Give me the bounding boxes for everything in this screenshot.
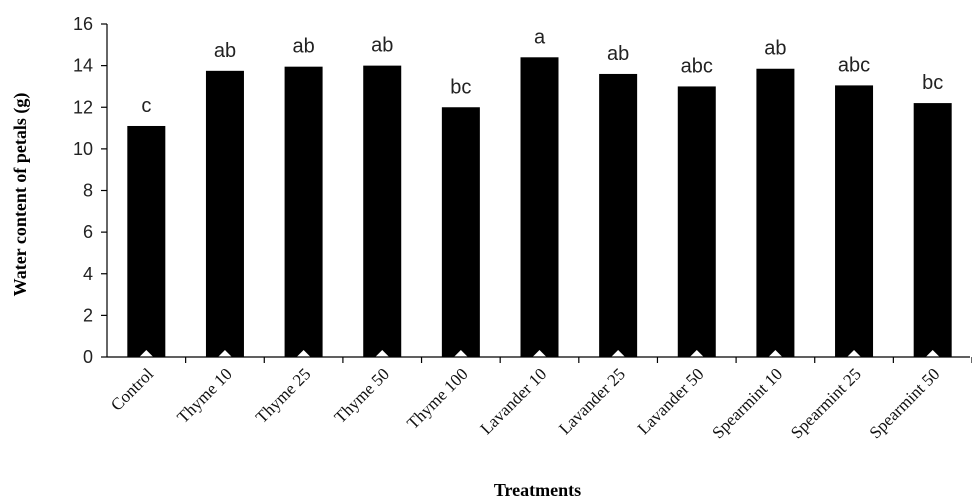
y-tick-label: 4 <box>83 264 93 284</box>
x-category-label: Lavander 10 <box>476 364 550 438</box>
bar-base-notch <box>532 350 547 357</box>
bar-spearmint-50 <box>913 103 952 358</box>
y-tick-label: 14 <box>73 56 93 76</box>
bar-base-notch <box>689 350 704 357</box>
y-tick-label: 2 <box>83 305 93 325</box>
significance-label: bc <box>922 72 943 94</box>
bar-lavander-25 <box>599 73 638 357</box>
bar-thyme-10 <box>205 70 244 357</box>
x-category-label: Control <box>107 364 157 414</box>
bar-base-notch <box>925 350 940 357</box>
y-tick-label: 10 <box>73 139 93 159</box>
x-category-label: Spearmint 10 <box>708 364 786 442</box>
y-axis-ticks: 0 2 4 6 8 10 12 14 16 <box>73 14 107 367</box>
y-tick-label: 16 <box>73 14 93 34</box>
x-category-label: Thyme 10 <box>173 364 236 427</box>
bar-base-notch <box>375 350 390 357</box>
bar-lavander-50 <box>677 86 716 357</box>
bar-base-notch <box>611 350 626 357</box>
bar-lavander-10 <box>520 57 559 358</box>
significance-label: abc <box>838 54 870 76</box>
x-category-label: Thyme 25 <box>252 364 315 427</box>
bar-base-notch <box>453 350 468 357</box>
bar-base-notch <box>768 350 783 357</box>
significance-label: ab <box>292 36 314 58</box>
bar-base-notch <box>217 350 232 357</box>
bar-spearmint-10 <box>756 68 795 357</box>
x-axis-title: Treatments <box>494 480 581 500</box>
y-axis-title: Water content of petals (g) <box>10 93 31 297</box>
x-category-label: Thyme 50 <box>331 364 394 427</box>
x-category-label: Thyme 100 <box>403 364 472 433</box>
y-tick-label: 0 <box>83 347 93 367</box>
x-category-label: Lavander 50 <box>634 364 708 438</box>
bar-base-notch <box>296 350 311 357</box>
y-tick-label: 6 <box>83 222 93 242</box>
significance-label: ab <box>764 38 786 60</box>
x-category-label: Lavander 25 <box>555 364 629 438</box>
bar-base-notch <box>139 350 154 357</box>
bar-spearmint-25 <box>835 85 874 357</box>
bars-group <box>127 57 952 358</box>
y-tick-label: 8 <box>83 181 93 201</box>
x-category-label: Spearmint 25 <box>787 364 865 442</box>
significance-label: ab <box>607 43 629 65</box>
x-axis-ticks: Control Thyme 10 Thyme 25 Thyme 50 Thyme 100… <box>107 357 972 442</box>
significance-label: abc <box>681 55 713 77</box>
significance-label: a <box>534 26 546 48</box>
significance-label: ab <box>371 35 393 57</box>
bar-control <box>127 125 166 357</box>
y-tick-label: 12 <box>73 97 93 117</box>
x-category-label: Spearmint 50 <box>866 364 944 442</box>
bar-thyme-50 <box>363 65 402 357</box>
significance-labels-group: c ab ab ab bc a ab abc ab abc bc <box>141 26 943 117</box>
bar-base-notch <box>847 350 862 357</box>
significance-label: ab <box>214 40 236 62</box>
bar-thyme-100 <box>441 107 480 357</box>
significance-label: c <box>141 95 151 117</box>
bar-thyme-25 <box>284 66 323 358</box>
significance-label: bc <box>450 76 471 98</box>
